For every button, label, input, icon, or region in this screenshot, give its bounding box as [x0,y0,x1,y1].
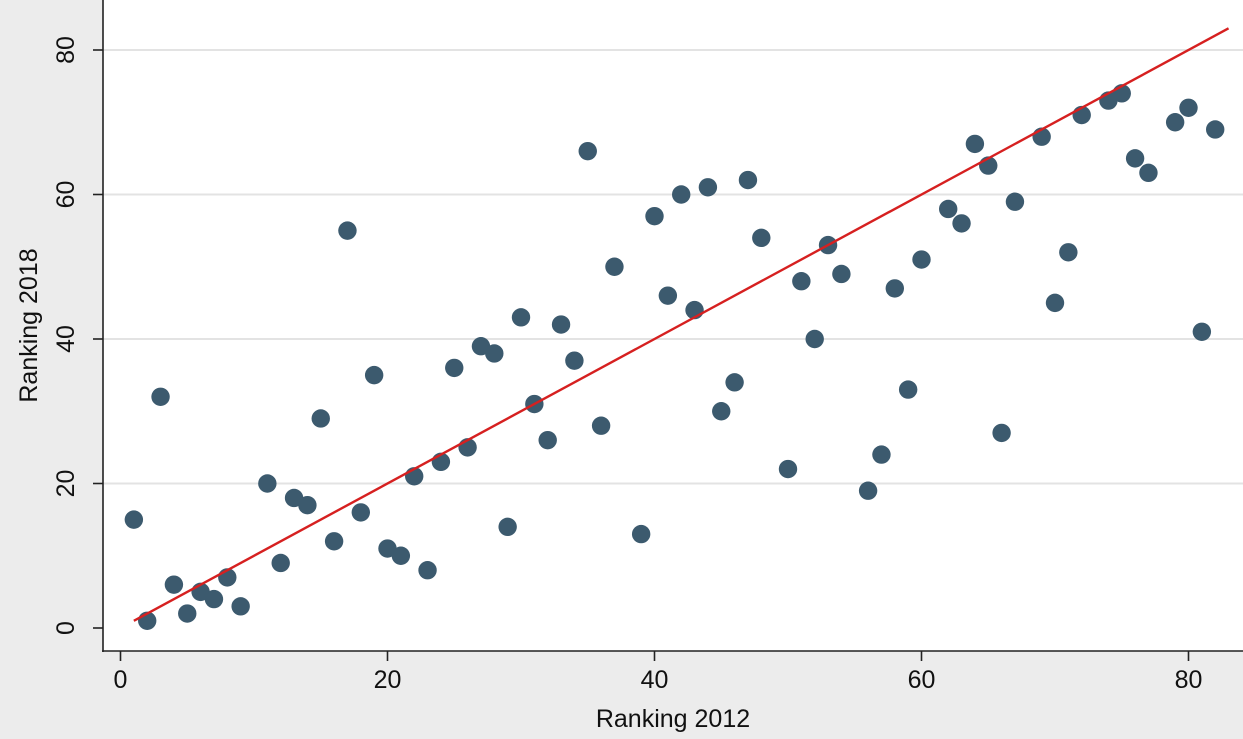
scatter-point [298,495,317,515]
y-axis-title: Ranking 2018 [15,248,43,402]
scatter-point [965,134,985,154]
scatter-point [538,430,557,450]
fit-line [133,27,1230,622]
scatter-point [1165,113,1185,132]
scatter-point [351,503,370,522]
scatter-point [898,380,918,399]
y-tick-label: 80 [52,36,80,64]
scatter-point [885,279,904,298]
scatter-point [1059,243,1078,262]
scatter-point [324,532,344,551]
scatter-point [872,445,891,464]
scatter-point [204,589,224,609]
scatter-point [658,286,678,305]
scatter-point [591,416,611,435]
scatter-point [1179,98,1198,118]
y-tick-label: 20 [52,470,80,498]
x-tick-label: 20 [374,666,402,694]
scatter-point [231,597,250,616]
scatter-point [364,365,384,385]
scatter-point [752,228,771,248]
x-tick-label: 0 [114,666,128,694]
scatter-point [605,257,624,276]
scatter-point [338,221,357,240]
scatter-point [178,604,197,623]
scatter-point [631,524,651,544]
scatter-point [792,272,811,291]
scatter-point [698,178,718,197]
scatter-point [511,308,531,327]
scatter-point [1005,192,1025,211]
scatter-point [124,510,144,529]
scatter-point [485,344,504,363]
scatter-point [952,214,971,233]
scatter-point [164,575,184,594]
scatter-point [645,206,664,226]
scatter-point [391,546,411,565]
scatter-point [445,358,464,378]
scatter-point [551,315,571,334]
scatter-point [1045,293,1065,313]
x-tick-label: 60 [908,666,936,694]
scatter-point [672,185,691,204]
scatter-point [1192,322,1212,341]
scatter-point [578,141,597,161]
scatter-point [258,474,277,493]
scatter-point [418,561,437,580]
scatter-point [271,553,290,573]
scatter-point [738,170,758,190]
scatter-point [151,387,170,406]
scatter-point [1206,120,1225,139]
scatter-point [712,402,731,421]
x-tick-label: 40 [641,666,669,694]
scatter-point [311,409,330,428]
scatter-point [912,250,931,269]
y-tick-label: 40 [52,325,80,353]
data-points [124,84,1225,630]
plot-background [103,0,1243,651]
scatter-point [805,329,824,349]
scatter-point [939,199,958,219]
scatter-point [992,423,1011,443]
scatter-point [725,373,744,392]
x-tick-label: 80 [1175,666,1203,694]
scatter-point [565,351,584,370]
x-axis-title: Ranking 2012 [596,705,750,733]
scatter-point [1139,163,1158,183]
scatter-point [858,481,878,500]
scatter-point [498,517,517,537]
axes: 0 20 40 60 80 0 20 40 60 80 [52,0,1243,694]
scatter-point [1125,149,1145,168]
fit-line-layer [133,27,1230,622]
scatter-point [778,459,798,479]
y-tick-label: 60 [52,181,80,209]
scatter-point [832,264,851,284]
y-tick-label: 0 [52,621,80,635]
